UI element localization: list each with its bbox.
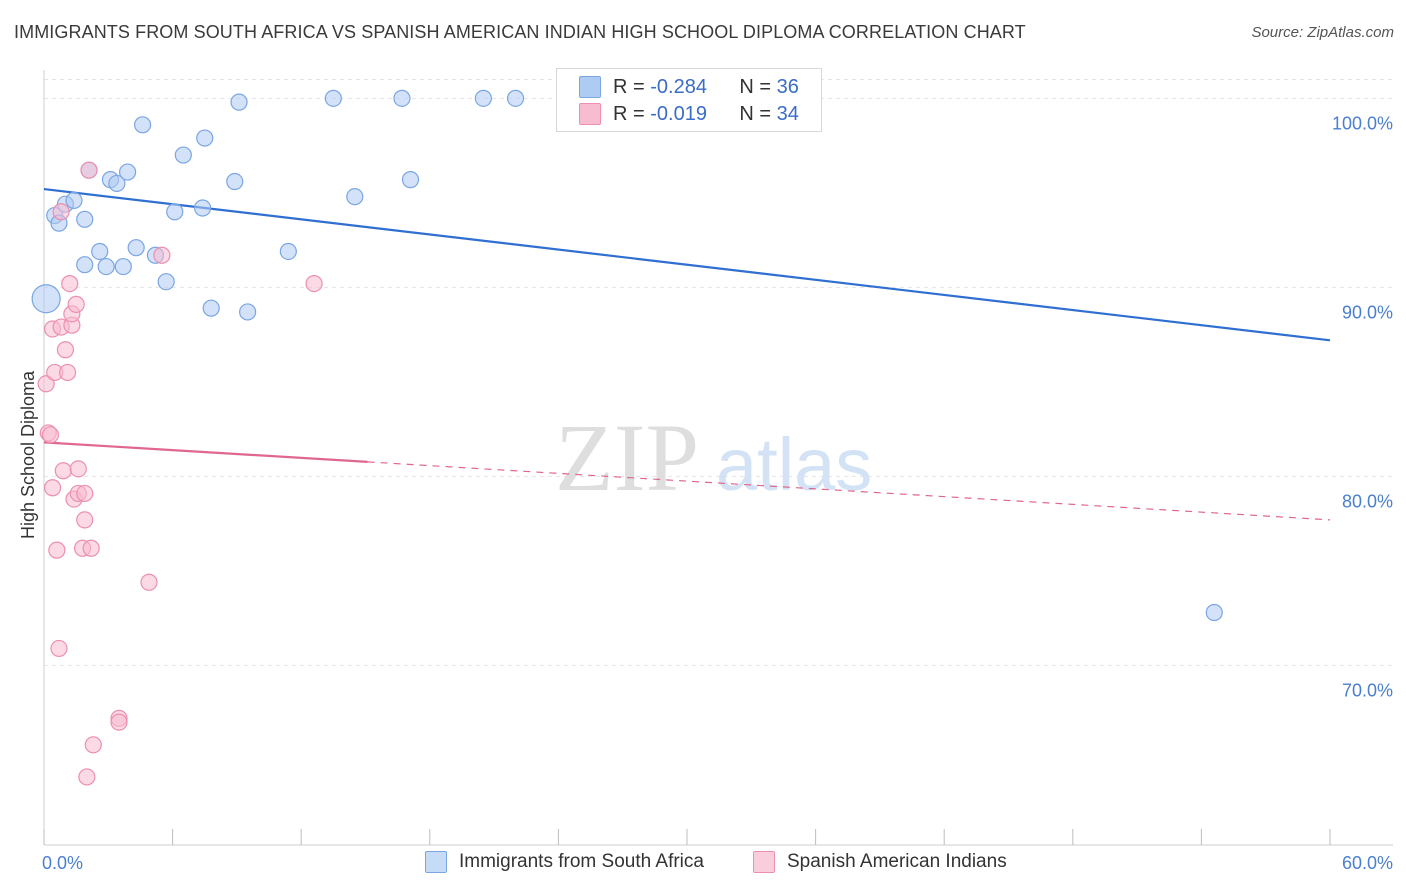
- trend-line-spanish-american-indians: [43, 441, 368, 463]
- series-legend: Immigrants from South Africa Spanish Ame…: [0, 851, 1406, 879]
- point-south-africa: [166, 203, 184, 221]
- trend-line-extension: [367, 461, 1331, 521]
- point-south-africa: [97, 257, 115, 276]
- point-south-africa: [194, 199, 212, 217]
- point-south-africa: [76, 210, 94, 228]
- legend-r-value: -0.284: [650, 75, 707, 98]
- point-south-africa: [1205, 603, 1223, 622]
- point-spanish-american-indian: [58, 363, 77, 382]
- legend-swatch-blue: [579, 76, 601, 98]
- legend-swatch-pink: [753, 851, 775, 873]
- legend-label: Immigrants from South Africa: [459, 851, 704, 872]
- y-tick-label: 100.0%: [1332, 113, 1393, 133]
- watermark-atlas: atlas: [716, 423, 872, 506]
- legend-row-blue: R = -0.284 N = 36: [579, 74, 799, 100]
- trend-lines: [43, 187, 1331, 521]
- point-spanish-american-indian: [84, 736, 102, 754]
- point-south-africa: [174, 146, 192, 164]
- legend-r-value: -0.019: [650, 102, 707, 125]
- legend-n-label: N =: [739, 102, 772, 125]
- point-south-africa: [65, 191, 83, 210]
- point-spanish-american-indian: [56, 341, 75, 359]
- point-spanish-american-indian: [305, 274, 323, 293]
- x-tick-label: 60.0%: [1342, 853, 1393, 873]
- point-south-africa: [127, 239, 145, 257]
- point-south-africa: [31, 284, 61, 314]
- point-spanish-american-indian: [110, 713, 128, 731]
- point-south-africa: [346, 188, 364, 206]
- watermark-zip: ZIP: [555, 404, 699, 511]
- point-south-africa: [196, 129, 214, 147]
- legend-r-label: R =: [613, 75, 645, 98]
- point-spanish-american-indian: [61, 274, 79, 293]
- point-south-africa: [226, 172, 244, 191]
- point-south-africa: [401, 171, 420, 189]
- chart-title: IMMIGRANTS FROM SOUTH AFRICA VS SPANISH …: [14, 22, 1026, 42]
- point-south-africa: [133, 116, 152, 134]
- point-spanish-american-indian: [37, 375, 55, 393]
- point-spanish-american-indian: [76, 484, 94, 503]
- y-tick-label: 90.0%: [1342, 302, 1393, 322]
- point-spanish-american-indian: [67, 295, 85, 313]
- y-axis-label: High School Diploma: [18, 370, 38, 539]
- point-south-africa: [324, 89, 342, 107]
- legend-n-value: 36: [776, 75, 799, 98]
- y-tick-label: 70.0%: [1342, 680, 1393, 700]
- point-south-africa: [118, 163, 137, 181]
- point-south-africa: [393, 89, 411, 107]
- trend-line-south-africa: [43, 187, 1331, 342]
- stats-legend: R = -0.284 N = 36 R = -0.019 N = 34: [556, 68, 822, 132]
- legend-item-south-africa[interactable]: Immigrants from South Africa: [425, 851, 704, 873]
- point-spanish-american-indian: [140, 573, 158, 591]
- point-south-africa: [506, 89, 525, 107]
- point-spanish-american-indian: [80, 161, 98, 179]
- point-spanish-american-indian: [82, 539, 100, 557]
- point-spanish-american-indian: [76, 511, 94, 529]
- point-spanish-american-indian: [50, 639, 68, 658]
- point-spanish-american-indian: [78, 768, 96, 786]
- point-spanish-american-indian: [69, 460, 87, 478]
- point-spanish-american-indian: [41, 426, 60, 444]
- point-spanish-american-indian: [153, 246, 171, 264]
- legend-row-pink: R = -0.019 N = 34: [579, 101, 799, 127]
- legend-r-label: R =: [613, 102, 645, 125]
- x-tick-label: 0.0%: [42, 853, 83, 873]
- tick-labels: 70.0% 80.0% 90.0% 100.0% 0.0% 60.0% High Schoo…: [18, 113, 1393, 873]
- point-south-africa: [108, 174, 126, 193]
- point-south-africa: [474, 89, 492, 107]
- legend-n-value: 34: [776, 102, 799, 125]
- legend-item-spanish-american-indians[interactable]: Spanish American Indians: [753, 851, 1007, 873]
- point-south-africa: [230, 93, 248, 111]
- point-south-africa: [239, 303, 257, 321]
- y-tick-label: 80.0%: [1342, 491, 1393, 511]
- point-spanish-american-indian: [43, 479, 62, 497]
- data-points: [31, 89, 1223, 786]
- gridlines: [44, 78, 1394, 666]
- point-south-africa: [279, 242, 297, 261]
- point-spanish-american-indian: [54, 462, 72, 480]
- point-south-africa: [91, 242, 109, 261]
- axes: [43, 70, 1393, 846]
- point-south-africa: [157, 273, 175, 291]
- point-south-africa: [202, 299, 220, 317]
- legend-swatch-pink: [579, 103, 601, 125]
- legend-label: Spanish American Indians: [787, 851, 1007, 872]
- legend-n-label: N =: [739, 75, 772, 98]
- point-spanish-american-indian: [48, 541, 66, 559]
- source-label: Source: ZipAtlas.com: [1251, 24, 1394, 41]
- point-south-africa: [114, 257, 132, 276]
- legend-swatch-blue: [425, 851, 447, 873]
- point-south-africa: [76, 256, 94, 274]
- point-spanish-american-indian: [52, 203, 70, 221]
